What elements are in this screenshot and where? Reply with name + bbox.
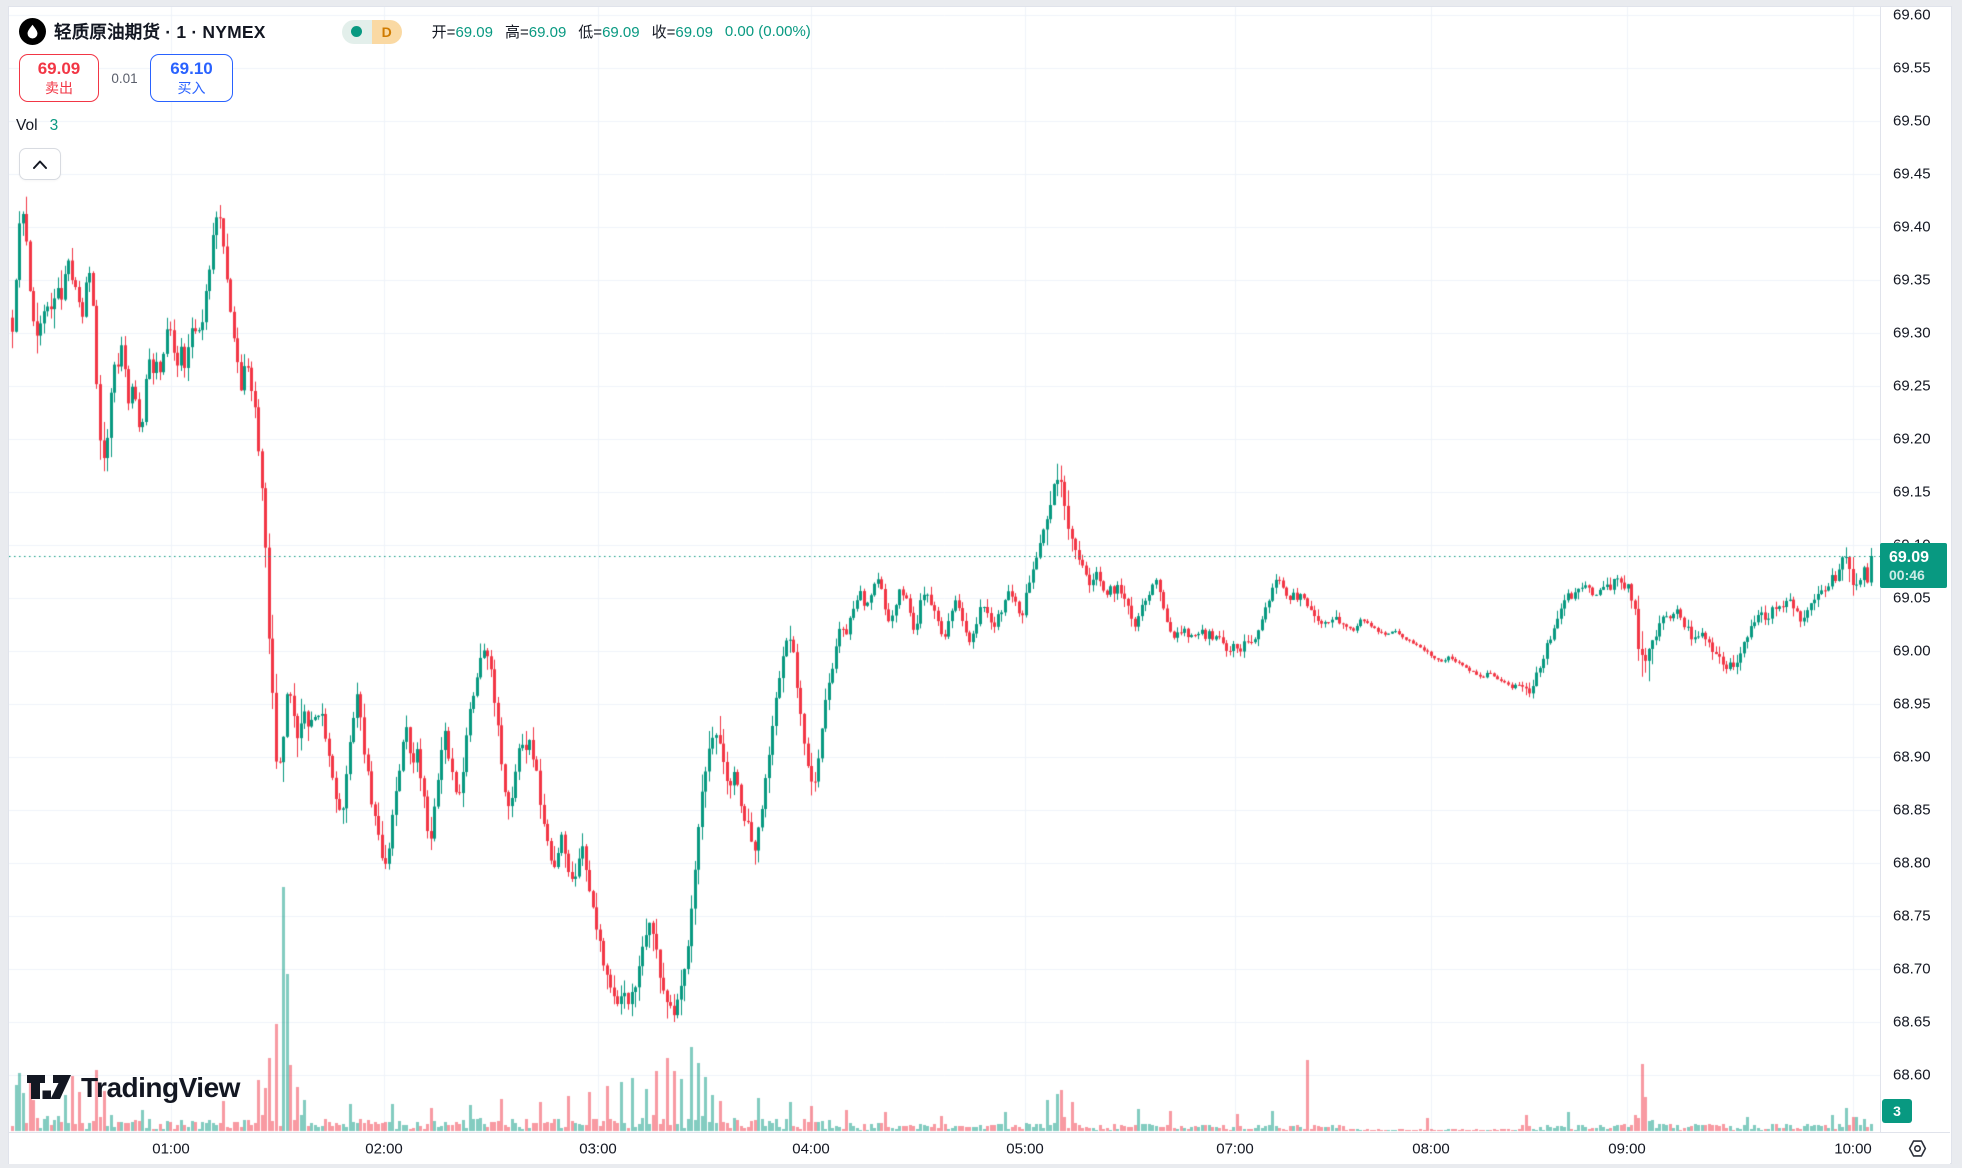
tradingview-logo-icon	[27, 1075, 71, 1099]
sell-price: 69.09	[37, 59, 81, 78]
time-axis[interactable]: 01:00 02:00 03:00 04:00 05:00 07:00 08:00 09:00…	[9, 1132, 1950, 1164]
price-tick-label: 69.40	[1893, 218, 1931, 236]
buy-price: 69.10	[170, 59, 213, 78]
high-label: 高=	[504, 24, 529, 41]
price-tick-label: 69.50	[1893, 112, 1931, 130]
market-status-interval-pill[interactable]: D	[341, 19, 402, 44]
time-tick-label: 08:00	[1412, 1140, 1450, 1157]
collapse-legend-button[interactable]	[19, 148, 61, 180]
axis-settings-button[interactable]	[1905, 1136, 1929, 1160]
sell-label: 卖出	[45, 80, 73, 96]
price-tick-label: 69.30	[1893, 324, 1931, 342]
price-tick-label: 69.45	[1893, 165, 1931, 183]
volume-axis-badge: 3	[1882, 1099, 1912, 1123]
volume-legend: Vol 3	[16, 117, 58, 135]
time-tick-label: 04:00	[792, 1140, 830, 1157]
time-tick-label: 10:00	[1834, 1140, 1872, 1157]
high-value: 69.09	[528, 24, 567, 41]
low-label: 低=	[578, 24, 603, 41]
open-label: 开=	[431, 24, 456, 41]
crude-oil-logo-icon	[19, 18, 46, 45]
time-tick-label: 01:00	[152, 1140, 190, 1157]
trade-buttons: 69.09 卖出 0.01 69.10 买入	[19, 54, 233, 102]
price-tick-label: 69.55	[1893, 59, 1931, 77]
open-value: 69.09	[455, 24, 493, 41]
time-tick-label: 09:00	[1608, 1140, 1646, 1157]
price-tick-label: 69.15	[1893, 483, 1931, 501]
time-tick-label: 03:00	[579, 1140, 617, 1157]
symbol-title[interactable]: 轻质原油期货 · 1 · NYMEX	[54, 22, 266, 42]
price-tick-label: 68.80	[1893, 854, 1931, 872]
price-tick-label: 68.65	[1893, 1013, 1931, 1031]
spread-value: 0.01	[111, 70, 138, 86]
price-tick-label: 69.00	[1893, 642, 1931, 660]
time-tick-label: 02:00	[365, 1140, 403, 1157]
price-tick-label: 69.05	[1893, 589, 1931, 607]
interval-badge: D	[371, 19, 402, 44]
chevron-up-icon	[33, 160, 47, 169]
chart-legend: 轻质原油期货 · 1 · NYMEX D 开=69.09 高=69.09 低=6…	[19, 18, 811, 45]
price-tick-label: 69.25	[1893, 377, 1931, 395]
last-price-value: 69.09	[1889, 548, 1930, 566]
sell-button[interactable]: 69.09 卖出	[19, 54, 99, 102]
chart-widget: 轻质原油期货 · 1 · NYMEX D 开=69.09 高=69.09 低=6…	[8, 6, 1952, 1164]
tradingview-logo-text: TradingView	[81, 1071, 240, 1103]
market-open-dot-icon	[341, 19, 372, 44]
price-tick-label: 68.70	[1893, 960, 1931, 978]
ohlc-values: 开=69.09 高=69.09 低=69.09 收=69.09 0.00 (0.…	[432, 21, 811, 42]
close-value: 69.09	[675, 24, 713, 41]
buy-label: 买入	[177, 80, 206, 96]
price-tick-label: 68.85	[1893, 801, 1931, 819]
low-value: 69.09	[602, 24, 640, 41]
tradingview-watermark[interactable]: TradingView	[26, 1071, 240, 1104]
price-tick-label: 69.60	[1893, 6, 1931, 24]
change-value: 0.00 (0.00%)	[724, 23, 811, 40]
buy-button[interactable]: 69.10 买入	[150, 54, 233, 102]
price-tick-label: 68.95	[1893, 695, 1931, 713]
price-tick-label: 69.35	[1893, 271, 1931, 289]
price-tick-label: 69.20	[1893, 430, 1931, 448]
bar-countdown: 00:46	[1889, 566, 1925, 583]
gear-icon	[1908, 1139, 1926, 1157]
volume-value: 3	[49, 117, 59, 134]
price-tick-label: 68.60	[1893, 1066, 1931, 1084]
close-label: 收=	[651, 24, 676, 41]
candlestick-chart[interactable]	[9, 7, 1880, 1132]
time-tick-label: 07:00	[1216, 1140, 1254, 1157]
time-tick-label: 05:00	[1006, 1140, 1044, 1157]
last-price-label: 69.09 00:46	[1880, 543, 1947, 588]
price-tick-label: 68.90	[1893, 748, 1931, 766]
volume-label: Vol	[16, 117, 38, 134]
price-tick-label: 68.75	[1893, 907, 1931, 925]
